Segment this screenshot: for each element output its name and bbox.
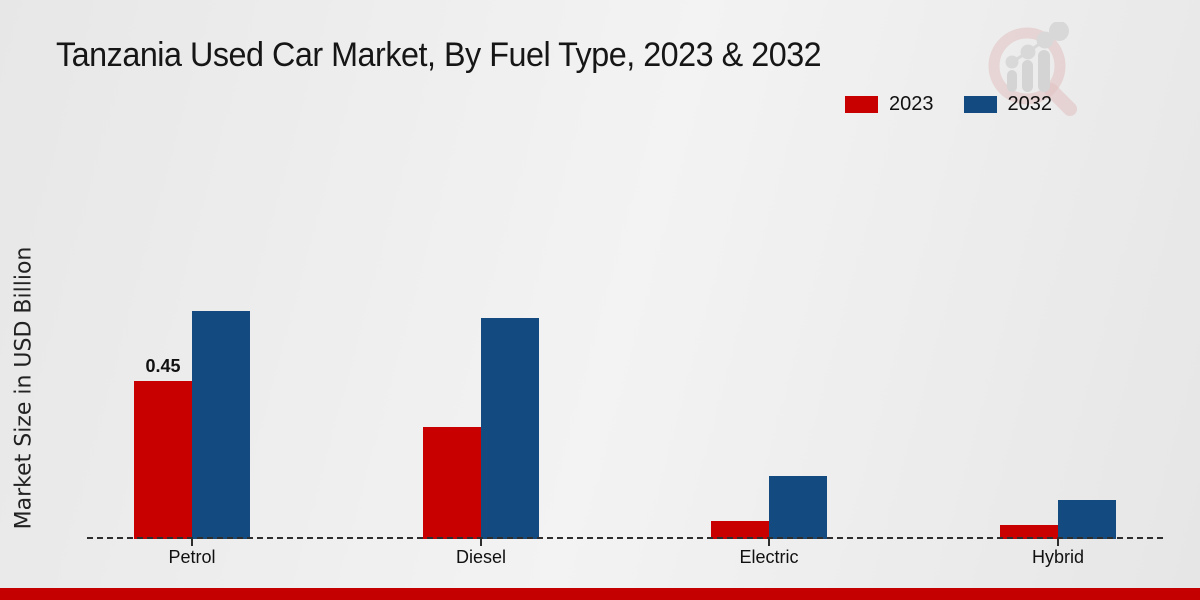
bar-2023-petrol	[134, 381, 192, 539]
x-tick-electric	[768, 539, 770, 546]
bar-2023-hybrid	[1000, 525, 1058, 539]
category-label-hybrid: Hybrid	[1031, 547, 1084, 567]
x-tick-petrol	[191, 539, 193, 546]
data-label-2023-petrol: 0.45	[145, 356, 181, 376]
bar-2032-diesel	[481, 318, 539, 539]
legend-swatch-2023	[845, 96, 878, 113]
bar-2023-diesel	[423, 427, 481, 539]
bar-2023-electric	[711, 521, 769, 539]
bar-2032-hybrid	[1058, 500, 1116, 539]
category-label-electric: Electric	[739, 547, 799, 567]
category-label-petrol: Petrol	[168, 547, 216, 567]
bar-2032-petrol	[192, 311, 250, 539]
category-label-diesel: Diesel	[455, 547, 507, 567]
x-tick-hybrid	[1057, 539, 1059, 546]
brand-watermark	[983, 21, 1083, 118]
chart-title: Tanzania Used Car Market, By Fuel Type, …	[56, 36, 822, 74]
legend-swatch-2032	[963, 96, 997, 113]
bar-2032-electric	[769, 476, 827, 539]
legend-item-2032: 2032	[963, 93, 1053, 116]
x-axis-baseline	[87, 537, 1163, 539]
legend-label-2023: 2023	[889, 93, 934, 115]
legend-label-2032: 2032	[1007, 93, 1053, 115]
x-tick-diesel	[480, 539, 482, 546]
legend-item-2023: 2023	[845, 93, 934, 116]
bottom-accent-bar	[0, 588, 1200, 600]
magnifier-bars-icon	[988, 21, 1077, 116]
legend: 2023 2032	[845, 93, 1052, 116]
